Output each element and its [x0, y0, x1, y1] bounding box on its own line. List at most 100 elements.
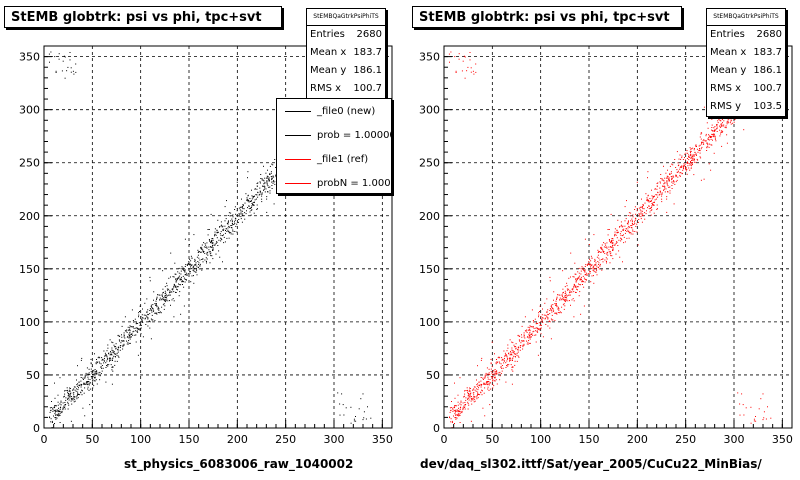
- scatter-point: [67, 397, 69, 399]
- scatter-point: [87, 388, 89, 390]
- scatter-point: [80, 380, 82, 382]
- scatter-point: [99, 371, 101, 373]
- scatter-point: [105, 381, 107, 383]
- scatter-point: [257, 196, 259, 198]
- scatter-point: [196, 265, 198, 267]
- scatter-point: [228, 225, 230, 227]
- scatter-point: [526, 336, 528, 338]
- y-tick-label-3: 150: [19, 263, 40, 276]
- scatter-point: [103, 359, 105, 361]
- scatter-point: [257, 192, 259, 194]
- scatter-point: [88, 384, 90, 386]
- scatter-point: [641, 210, 643, 212]
- scatter-point: [620, 238, 622, 240]
- scatter-point: [221, 226, 223, 228]
- scatter-point: [708, 146, 710, 148]
- scatter-point: [92, 371, 94, 373]
- scatter-point: [514, 364, 516, 366]
- scatter-point: [465, 390, 467, 391]
- scatter-point: [647, 177, 648, 179]
- scatter-point: [573, 286, 575, 288]
- scatter-point: [55, 415, 57, 416]
- scatter-point: [193, 269, 195, 271]
- x-tick-label-0: 0: [441, 433, 448, 446]
- scatter-point: [684, 163, 686, 165]
- scatter-point: [226, 200, 227, 202]
- scatter-point: [162, 297, 164, 299]
- scatter-point: [678, 164, 680, 166]
- scatter-point: [458, 415, 460, 417]
- scatter-point: [723, 124, 725, 126]
- scatter-point: [205, 257, 207, 259]
- scatter-point: [467, 397, 469, 399]
- scatter-point: [574, 262, 576, 264]
- scatter-point: [193, 234, 195, 236]
- scatter-point: [726, 123, 728, 125]
- scatter-point: [490, 368, 492, 370]
- scatter-point: [172, 288, 174, 290]
- scatter-point: [479, 394, 481, 396]
- scatter-point: [113, 355, 115, 357]
- scatter-point: [135, 341, 137, 343]
- scatter-point: [720, 120, 722, 122]
- scatter-point: [273, 176, 275, 178]
- scatter-point: [556, 313, 558, 315]
- scatter-point: [212, 239, 214, 241]
- scatter-point: [663, 189, 664, 191]
- scatter-point: [704, 140, 706, 142]
- scatter-point: [512, 342, 514, 344]
- scatter-point: [173, 285, 175, 287]
- scatter-point: [596, 269, 598, 271]
- scatter-point: [577, 277, 579, 279]
- scatter-point: [523, 332, 525, 334]
- scatter-point: [598, 251, 600, 253]
- scatter-point: [549, 327, 551, 329]
- scatter-point: [230, 212, 232, 214]
- scatter-point: [141, 318, 143, 320]
- scatter-point: [129, 327, 131, 329]
- scatter-point: [686, 173, 688, 175]
- scatter-point: [512, 360, 513, 361]
- scatter-point: [682, 167, 684, 169]
- scatter-point: [569, 292, 570, 294]
- scatter-point: [475, 71, 477, 73]
- scatter-point: [275, 174, 277, 176]
- scatter-point: [564, 299, 566, 301]
- scatter-point: [85, 382, 87, 384]
- scatter-point: [343, 414, 345, 416]
- scatter-point: [727, 121, 729, 123]
- scatter-point: [528, 329, 530, 331]
- scatter-point: [652, 203, 653, 205]
- scatter-point: [652, 202, 654, 204]
- scatter-point: [197, 252, 199, 253]
- scatter-point: [127, 343, 129, 345]
- scatter-point: [449, 416, 450, 418]
- scatter-point: [91, 376, 93, 378]
- scatter-point: [92, 373, 93, 375]
- scatter-point: [594, 268, 596, 269]
- scatter-point: [591, 268, 593, 270]
- scatter-point: [575, 291, 576, 293]
- scatter-point: [234, 231, 236, 232]
- scatter-point: [486, 367, 488, 369]
- scatter-point: [636, 208, 638, 210]
- scatter-point: [166, 298, 168, 300]
- scatter-point: [691, 162, 693, 163]
- scatter-point: [180, 268, 182, 270]
- scatter-point: [522, 344, 524, 346]
- scatter-point: [635, 218, 637, 220]
- scatter-point: [123, 334, 125, 336]
- scatter-point: [730, 119, 732, 121]
- scatter-point: [662, 179, 664, 181]
- scatter-point: [593, 271, 595, 273]
- scatter-point: [228, 220, 229, 222]
- scatter-point: [62, 407, 64, 409]
- scatter-point: [183, 277, 185, 279]
- scatter-point: [526, 329, 528, 331]
- scatter-point: [273, 181, 275, 183]
- scatter-point: [222, 261, 223, 263]
- scatter-point: [204, 243, 206, 245]
- scatter-point: [552, 319, 554, 321]
- scatter-point: [645, 193, 647, 195]
- scatter-point: [457, 394, 459, 396]
